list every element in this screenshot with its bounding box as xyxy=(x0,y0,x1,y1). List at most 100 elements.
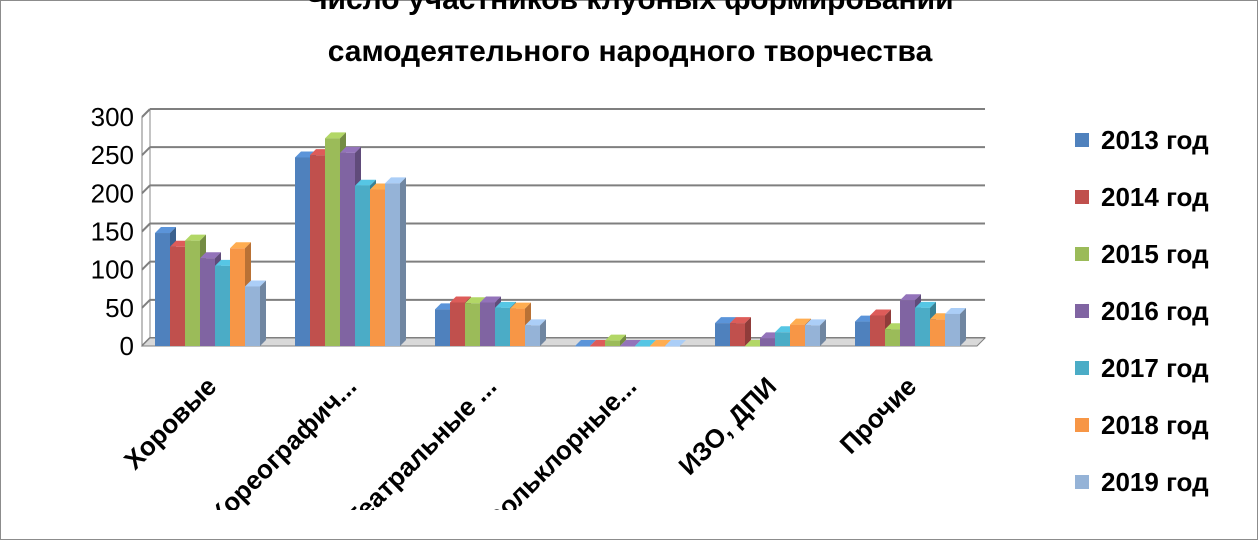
bar-front xyxy=(185,240,200,346)
bar-front xyxy=(650,346,665,347)
bar-side xyxy=(400,177,406,346)
bar-front xyxy=(385,183,400,346)
legend-label: 2017 год xyxy=(1101,353,1209,383)
bar-front xyxy=(635,346,650,347)
bar-side xyxy=(620,334,626,346)
bar-top xyxy=(245,280,266,287)
bar-side xyxy=(540,319,546,346)
x-tick-label: Прочие xyxy=(834,371,923,460)
legend-swatch xyxy=(1075,475,1089,489)
bar-side xyxy=(820,319,826,346)
legend-label: 2015 год xyxy=(1101,239,1209,269)
bar-front xyxy=(620,346,635,347)
legend-label: 2016 год xyxy=(1101,296,1209,326)
bar-front xyxy=(215,265,230,346)
bar-top xyxy=(605,334,626,341)
gridline-side xyxy=(141,184,151,195)
bar-top xyxy=(340,146,361,153)
bar-front xyxy=(730,323,745,346)
bar-front xyxy=(310,155,325,346)
bar-front xyxy=(495,307,510,346)
y-tick-label: 150 xyxy=(91,217,134,247)
y-tick-label: 50 xyxy=(105,293,134,323)
bar-front xyxy=(450,302,465,346)
bar xyxy=(245,280,266,346)
y-tick-label: 200 xyxy=(91,178,134,208)
bar-top xyxy=(385,177,406,184)
bar xyxy=(605,334,626,346)
bar-side xyxy=(960,307,966,346)
bar-front xyxy=(575,346,590,347)
bar-top xyxy=(575,340,596,346)
legend-label: 2014 год xyxy=(1101,182,1209,212)
legend-swatch xyxy=(1075,361,1089,375)
bar-top xyxy=(185,234,206,241)
x-tick-label: Хореографич... xyxy=(203,371,363,510)
bar-front xyxy=(930,319,945,346)
bar-top xyxy=(635,340,656,346)
bar-front xyxy=(870,315,885,346)
bar-front xyxy=(525,325,540,346)
bar-top xyxy=(230,242,251,249)
bar-front xyxy=(665,346,680,347)
bar-top xyxy=(620,340,641,346)
bar-front xyxy=(295,157,310,346)
gridline-side xyxy=(141,108,151,118)
bar-front xyxy=(465,303,480,346)
bar xyxy=(650,340,671,347)
bar-front xyxy=(760,338,775,346)
bar-chart: 0 50 100 150 200 250 300 ХоровыеХореографич...Т… xyxy=(91,102,987,510)
bar-front xyxy=(170,246,185,346)
bar-front xyxy=(885,329,900,346)
bar-front xyxy=(325,138,340,346)
legend-swatch xyxy=(1075,418,1089,432)
bar-front xyxy=(915,307,930,346)
chart-title-line-1: Число участников клубных формирований xyxy=(0,0,1260,22)
bar-top xyxy=(325,132,346,139)
y-tick-label: 250 xyxy=(91,140,134,170)
bar-front xyxy=(775,332,790,346)
bar-front xyxy=(245,286,260,346)
bar-top xyxy=(200,252,221,259)
bar-front xyxy=(435,309,450,346)
bar-top xyxy=(945,307,966,314)
bar-top xyxy=(915,301,936,308)
bar-top xyxy=(730,317,751,324)
bar-top xyxy=(665,340,686,346)
legend-swatch xyxy=(1075,304,1089,318)
legend-label: 2019 год xyxy=(1101,467,1209,497)
bar-front xyxy=(790,324,805,346)
bar xyxy=(620,340,641,347)
bar-front xyxy=(745,346,760,347)
legend-swatch xyxy=(1075,247,1089,261)
bar-front xyxy=(340,152,355,346)
bar-front xyxy=(355,185,370,346)
y-tick-label: 300 xyxy=(91,102,134,132)
bar-front xyxy=(230,248,245,346)
legend-label: 2018 год xyxy=(1101,410,1209,440)
bar xyxy=(805,319,826,346)
bar-top xyxy=(450,296,471,303)
bar-top xyxy=(790,318,811,325)
bar-front xyxy=(605,340,620,346)
bar-front xyxy=(370,189,385,346)
bar-front xyxy=(805,325,820,346)
bar-top xyxy=(510,302,531,309)
bar xyxy=(525,319,546,346)
gridline-side xyxy=(141,146,151,156)
gridline-side xyxy=(141,260,151,271)
gridline-side xyxy=(141,222,151,233)
bar-front xyxy=(715,323,730,346)
bar xyxy=(730,317,751,346)
bar-front xyxy=(480,302,495,346)
bar-front xyxy=(945,313,960,346)
bar-top xyxy=(495,301,516,308)
legend-swatch xyxy=(1075,190,1089,204)
bar xyxy=(945,307,966,346)
x-tick-label: Театральные ... xyxy=(339,371,502,510)
bar-front xyxy=(855,321,870,346)
bar xyxy=(385,177,406,346)
bar-top xyxy=(805,319,826,326)
bar xyxy=(665,340,686,347)
legend-swatch xyxy=(1075,133,1089,147)
